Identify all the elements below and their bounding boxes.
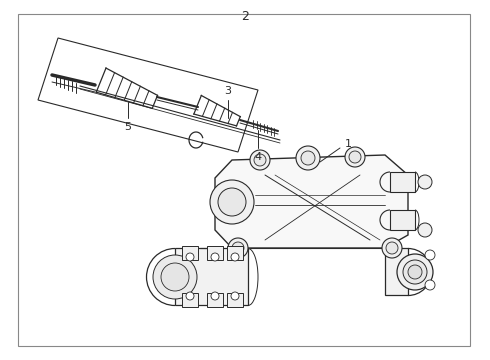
Circle shape xyxy=(232,242,244,254)
Circle shape xyxy=(349,151,361,163)
Text: 2: 2 xyxy=(241,10,249,23)
Circle shape xyxy=(250,150,270,170)
Polygon shape xyxy=(385,248,408,295)
Circle shape xyxy=(425,250,435,260)
Circle shape xyxy=(186,292,194,300)
Polygon shape xyxy=(227,246,243,260)
Circle shape xyxy=(218,188,246,216)
Polygon shape xyxy=(182,246,198,260)
Polygon shape xyxy=(182,293,198,307)
Polygon shape xyxy=(38,38,258,152)
Circle shape xyxy=(228,238,248,258)
Circle shape xyxy=(301,151,315,165)
Polygon shape xyxy=(207,293,223,307)
Circle shape xyxy=(408,265,422,279)
Polygon shape xyxy=(207,246,223,260)
Polygon shape xyxy=(390,172,415,192)
Circle shape xyxy=(186,253,194,261)
Text: 3: 3 xyxy=(224,86,231,96)
Polygon shape xyxy=(215,155,408,248)
Circle shape xyxy=(382,238,402,258)
Circle shape xyxy=(254,154,266,166)
Polygon shape xyxy=(390,210,415,230)
Circle shape xyxy=(403,260,427,284)
Polygon shape xyxy=(227,293,243,307)
Circle shape xyxy=(386,242,398,254)
Circle shape xyxy=(345,147,365,167)
Circle shape xyxy=(211,292,219,300)
Circle shape xyxy=(418,175,432,189)
Circle shape xyxy=(231,292,239,300)
Text: 4: 4 xyxy=(254,152,262,162)
Circle shape xyxy=(211,253,219,261)
Circle shape xyxy=(397,254,433,290)
Circle shape xyxy=(231,253,239,261)
Text: 5: 5 xyxy=(124,122,131,132)
Circle shape xyxy=(161,263,189,291)
Circle shape xyxy=(418,223,432,237)
Circle shape xyxy=(425,280,435,290)
Circle shape xyxy=(153,255,197,299)
Circle shape xyxy=(210,180,254,224)
Text: 1: 1 xyxy=(345,139,352,149)
Polygon shape xyxy=(175,248,248,305)
Circle shape xyxy=(296,146,320,170)
